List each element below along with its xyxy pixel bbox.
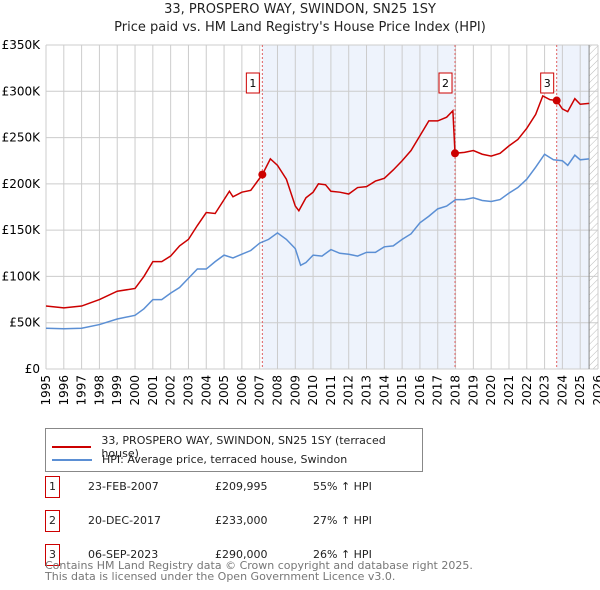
y-tick-label: £0: [25, 362, 40, 376]
x-tick-label: 2008: [270, 375, 284, 406]
sale-price: £290,000: [215, 548, 268, 561]
x-tick-label: 2025: [573, 375, 587, 406]
legend: 33, PROSPERO WAY, SWINDON, SN25 1SY (ter…: [45, 428, 423, 472]
forecast-hatch: [589, 45, 598, 369]
sale-label: 1: [249, 77, 256, 90]
sale-point: [258, 170, 267, 179]
footer-line-1: Contains HM Land Registry data © Crown c…: [45, 559, 473, 572]
x-tick-label: 2009: [288, 375, 302, 406]
y-tick-label: £250K: [2, 131, 42, 145]
x-tick-label: 1998: [92, 375, 106, 406]
sale-hpi-change: 26% ↑ HPI: [313, 548, 372, 561]
sale-number-badge: 2: [45, 510, 60, 532]
sale-row: 2 20-DEC-2017 £233,000 27% ↑ HPI: [45, 510, 445, 532]
x-tick-label: 2002: [164, 375, 178, 406]
x-tick-label: 2022: [520, 375, 534, 406]
chart-subtitle: Price paid vs. HM Land Registry's House …: [114, 20, 486, 35]
x-tick-label: 2004: [199, 375, 213, 406]
y-tick-label: £100K: [2, 269, 42, 283]
sale-label: 3: [544, 77, 551, 90]
price-chart: 1995 1996 1997 1998 1999 2000 2001 2002 2003 2004…: [2, 38, 600, 406]
sale-row: 3 06-SEP-2023 £290,000 26% ↑ HPI: [45, 544, 445, 566]
x-tick-label: 2021: [502, 375, 516, 406]
x-tick-label: 2001: [146, 375, 160, 406]
sale-date: 23-FEB-2007: [88, 480, 159, 493]
legend-label-hpi: HPI: Average price, terraced house, Swin…: [102, 453, 348, 466]
y-tick-label: £50K: [9, 316, 41, 330]
x-tick-label: 2019: [466, 375, 480, 406]
x-tick-label: 1999: [110, 375, 124, 406]
chart-title: 33, PROSPERO WAY, SWINDON, SN25 1SY: [164, 2, 436, 17]
x-tick-label: 2016: [413, 375, 427, 406]
x-tick-label: 2014: [377, 375, 391, 406]
x-tick-label: 2013: [360, 375, 374, 406]
sale-price: £209,995: [215, 480, 268, 493]
sale-number-badge: 1: [45, 476, 60, 498]
sale-label: 2: [442, 77, 449, 90]
sale-row: 1 23-FEB-2007 £209,995 55% ↑ HPI: [45, 476, 445, 498]
y-tick-label: £200K: [2, 177, 42, 191]
legend-blue-line: [52, 458, 92, 461]
property-price-line: [45, 94, 590, 309]
shaded-period: [556, 45, 590, 369]
sale-point: [552, 96, 561, 105]
sale-number-badge: 3: [45, 544, 60, 566]
sale-point: [451, 149, 460, 158]
x-tick-label: 2018: [449, 375, 463, 406]
x-tick-label: 2011: [324, 375, 338, 406]
x-tick-label: 2007: [253, 375, 267, 406]
y-tick-label: £300K: [2, 84, 42, 98]
shaded-period: [262, 45, 456, 369]
sale-date: 20-DEC-2017: [88, 514, 162, 527]
x-tick-label: 2012: [342, 375, 356, 406]
x-tick-label: 2017: [431, 375, 445, 406]
x-tick-label: 1996: [57, 375, 71, 406]
x-tick-label: 2023: [538, 375, 552, 406]
x-tick-label: 2005: [217, 375, 231, 406]
sale-hpi-change: 27% ↑ HPI: [313, 514, 372, 527]
y-tick-label: £150K: [2, 223, 42, 237]
x-tick-label: 2026: [591, 375, 600, 406]
x-tick-label: 1997: [75, 375, 89, 406]
sale-hpi-change: 55% ↑ HPI: [313, 480, 372, 493]
sale-price: £233,000: [215, 514, 268, 527]
footer: Contains HM Land Registry data © Crown c…: [45, 560, 473, 582]
x-tick-label: 2006: [235, 375, 249, 406]
x-tick-label: 2003: [181, 375, 195, 406]
x-tick-label: 2015: [395, 375, 409, 406]
sale-label-box: [438, 72, 453, 94]
x-tick-label: 2000: [128, 375, 142, 406]
legend-red-line: [52, 446, 92, 448]
legend-label-property: 33, PROSPERO WAY, SWINDON, SN25 1SY (ter…: [101, 434, 386, 460]
x-tick-label: 2010: [306, 375, 320, 406]
x-tick-label: 1995: [39, 375, 53, 406]
sale-date: 06-SEP-2023: [88, 548, 159, 561]
sale-label-box: [540, 72, 555, 94]
sale-label-box: [245, 72, 260, 94]
y-tick-label: £350K: [2, 38, 42, 52]
footer-line-2: This data is licensed under the Open Gov…: [45, 570, 396, 583]
x-tick-label: 2024: [555, 375, 569, 406]
x-tick-label: 2020: [484, 375, 498, 406]
hpi-line: [45, 153, 590, 330]
